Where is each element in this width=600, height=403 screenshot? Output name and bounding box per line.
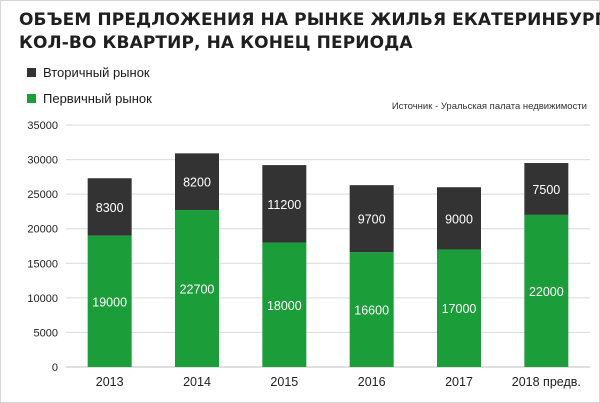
bar-secondary-4 — [437, 187, 481, 250]
data-label-secondary-0: 8300 — [96, 201, 124, 215]
data-label-secondary-2: 11200 — [267, 198, 301, 212]
y-tick-label: 30000 — [27, 155, 58, 167]
data-label-primary-4: 17000 — [442, 302, 477, 316]
chart-source: Источник - Уральская палата недвижимости — [391, 101, 587, 112]
data-label-secondary-1: 8200 — [183, 176, 211, 190]
y-tick-label: 35000 — [27, 120, 58, 132]
data-label-primary-1: 22700 — [180, 283, 215, 297]
y-tick-label: 15000 — [27, 258, 58, 270]
x-tick-label: 2017 — [445, 375, 473, 389]
data-label-primary-2: 18000 — [267, 299, 302, 313]
chart-title-line-2: КОЛ-ВО КВАРТИР, НА КОНЕЦ ПЕРИОДА — [19, 33, 413, 53]
y-tick-label: 25000 — [27, 189, 58, 201]
data-label-secondary-5: 7500 — [532, 183, 560, 197]
legend-swatch-secondary — [27, 67, 36, 77]
data-label-secondary-4: 9000 — [445, 212, 473, 226]
data-label-primary-5: 22000 — [529, 285, 564, 299]
chart-title-line-1: ОБЪЕМ ПРЕДЛОЖЕНИЯ НА РЫНКЕ ЖИЛЬЯ ЕКАТЕРИ… — [19, 10, 600, 30]
bar-secondary-5 — [524, 163, 569, 215]
x-tick-label: 2016 — [358, 375, 386, 389]
x-tick-label: 2018 предв. — [512, 375, 581, 389]
x-tick-label: 2015 — [270, 375, 298, 389]
y-tick-label: 10000 — [27, 293, 58, 305]
bar-primary-2 — [262, 242, 307, 367]
legend-swatch-primary — [27, 93, 36, 103]
y-tick-label: 0 — [52, 362, 58, 374]
data-label-secondary-3: 9700 — [358, 213, 386, 227]
legend-item-secondary: Вторичный рынок — [27, 63, 152, 81]
bar-primary-3 — [349, 252, 394, 367]
data-label-primary-0: 19000 — [92, 295, 127, 309]
legend-item-primary: Первичный рынок — [27, 89, 152, 107]
bar-primary-4 — [437, 249, 481, 367]
bar-secondary-3 — [349, 185, 394, 253]
legend-label-primary: Первичный рынок — [43, 90, 152, 106]
chart-title: ОБЪЕМ ПРЕДЛОЖЕНИЯ НА РЫНКЕ ЖИЛЬЯ ЕКАТЕРИ… — [19, 9, 600, 55]
y-tick-label: 5000 — [34, 327, 58, 339]
bar-primary-5 — [524, 214, 569, 367]
bar-secondary-2 — [262, 165, 307, 243]
x-tick-label: 2013 — [96, 375, 124, 389]
bar-secondary-1 — [175, 153, 219, 211]
data-label-primary-3: 16600 — [354, 304, 389, 318]
y-tick-label: 20000 — [27, 224, 58, 236]
x-tick-label: 2014 — [183, 375, 211, 389]
bar-primary-0 — [87, 235, 132, 367]
legend-label-secondary: Вторичный рынок — [43, 64, 150, 80]
chart-legend: Вторичный рынок Первичный рынок — [27, 63, 152, 115]
bar-primary-1 — [175, 210, 219, 367]
bar-secondary-0 — [87, 178, 132, 236]
